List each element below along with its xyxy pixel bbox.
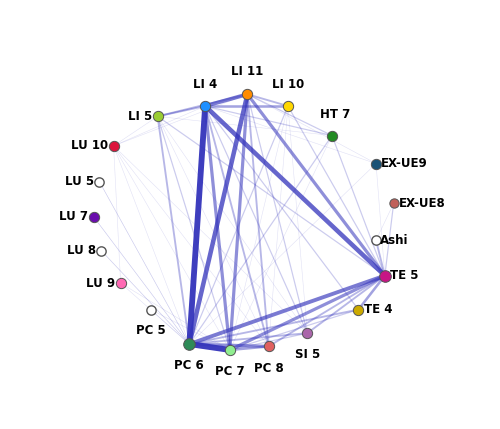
Text: LU 7: LU 7: [59, 210, 88, 223]
Point: [116, 280, 124, 287]
Text: PC 7: PC 7: [215, 366, 244, 378]
Text: EX-UE8: EX-UE8: [399, 197, 446, 210]
Text: HT 7: HT 7: [320, 108, 350, 121]
Text: EX-UE9: EX-UE9: [382, 157, 428, 170]
Point: [390, 200, 398, 207]
Point: [154, 113, 162, 120]
Text: LU 5: LU 5: [65, 175, 94, 188]
Point: [201, 103, 209, 109]
Point: [381, 272, 389, 279]
Text: PC 5: PC 5: [136, 324, 166, 337]
Text: TE 5: TE 5: [390, 269, 418, 282]
Point: [186, 341, 194, 347]
Point: [97, 247, 106, 254]
Point: [284, 103, 292, 109]
Text: LU 9: LU 9: [86, 277, 116, 290]
Point: [372, 160, 380, 167]
Text: PC 6: PC 6: [174, 360, 204, 372]
Point: [110, 142, 118, 149]
Text: Ashi: Ashi: [380, 234, 409, 247]
Point: [264, 343, 272, 350]
Point: [96, 178, 104, 185]
Text: PC 8: PC 8: [254, 362, 284, 375]
Point: [244, 91, 252, 98]
Text: LU 8: LU 8: [67, 244, 96, 257]
Point: [146, 306, 154, 313]
Text: LU 10: LU 10: [71, 139, 108, 152]
Point: [372, 237, 380, 244]
Text: LI 11: LI 11: [232, 65, 264, 78]
Text: TE 4: TE 4: [364, 303, 392, 316]
Text: SI 5: SI 5: [294, 348, 320, 361]
Point: [328, 132, 336, 139]
Text: LI 10: LI 10: [272, 78, 304, 91]
Point: [354, 306, 362, 313]
Text: LI 4: LI 4: [193, 78, 218, 91]
Point: [90, 213, 98, 220]
Point: [226, 347, 234, 353]
Point: [304, 330, 312, 337]
Text: LI 5: LI 5: [128, 110, 152, 123]
